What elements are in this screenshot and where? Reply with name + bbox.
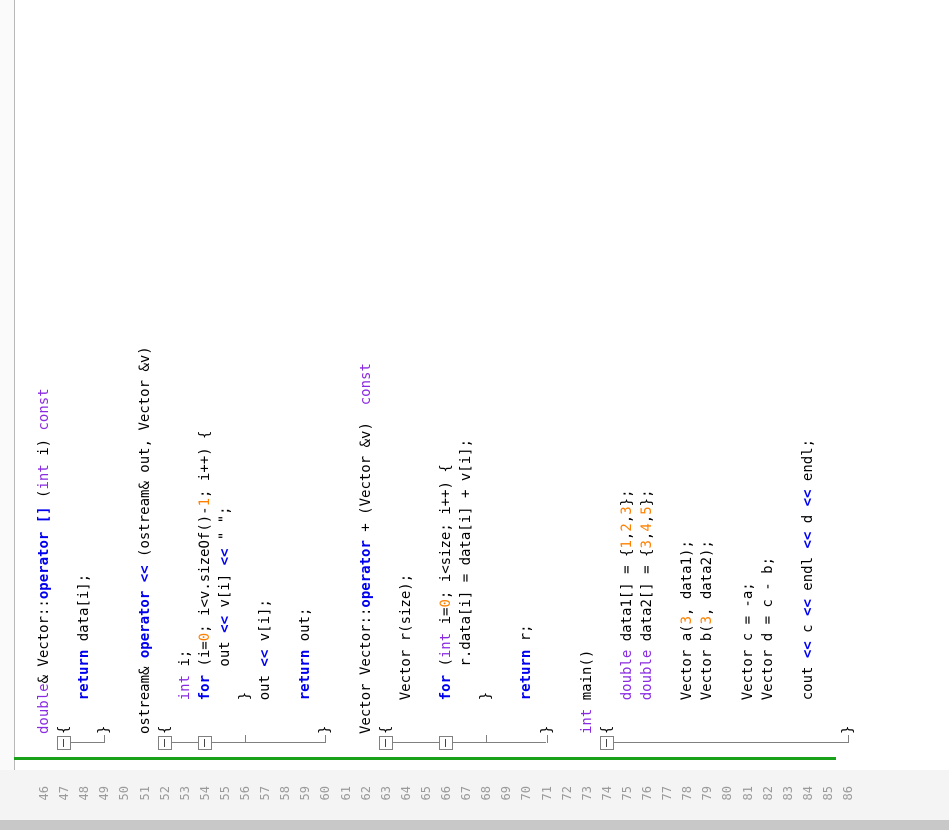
horizontal-scrollbar[interactable] <box>0 820 949 830</box>
code-line[interactable]: cout << c << endl << d << endl; <box>799 438 816 734</box>
code-line[interactable]: for (i=0; i<v.sizeOf()-1; i++) { <box>196 430 213 701</box>
code-line[interactable]: Vector Vector::operator + (Vector &v) co… <box>357 363 374 734</box>
code-line[interactable]: return r; <box>518 624 535 701</box>
code-line[interactable]: { <box>56 725 73 734</box>
code-line[interactable]: r.data[i] = data[i] + v[i]; <box>458 438 475 734</box>
fold-guide-line <box>211 742 245 743</box>
fold-toggle[interactable] <box>439 736 453 750</box>
code-line[interactable]: double& Vector::operator [] (int i) cons… <box>36 388 52 734</box>
code-line[interactable]: { <box>156 725 173 734</box>
code-line[interactable]: Vector b(3, data2); <box>699 540 716 734</box>
code-line[interactable]: return out; <box>297 607 314 701</box>
fold-end-marker <box>848 735 849 743</box>
fold-end-marker <box>325 735 327 743</box>
fold-toggle[interactable] <box>157 736 172 750</box>
code-line[interactable]: } <box>317 725 334 734</box>
code-line[interactable]: Vector c = -a; <box>739 582 756 734</box>
code-line[interactable]: ostream& operator << (ostream& out, Vect… <box>136 346 153 734</box>
fold-toggle[interactable] <box>197 736 212 750</box>
code-line[interactable]: return data[i]; <box>76 573 93 701</box>
fold-toggle[interactable] <box>57 736 72 750</box>
code-line[interactable]: { <box>377 725 394 734</box>
code-line[interactable]: out << v[i] << " "; <box>216 506 233 734</box>
code-line[interactable]: out << v[i]; <box>257 599 274 734</box>
fold-guide-line <box>71 742 105 743</box>
code-line[interactable]: Vector r(size); <box>397 573 414 734</box>
fold-toggle[interactable] <box>599 736 614 750</box>
code-line[interactable]: { <box>598 725 615 734</box>
fold-guide-line <box>171 742 326 743</box>
code-line[interactable]: for (int i=0; i<size; i++) { <box>438 464 454 701</box>
fold-toggle[interactable] <box>378 736 393 750</box>
code-line[interactable]: } <box>478 691 495 734</box>
fold-end-marker <box>104 735 106 743</box>
code-line[interactable]: } <box>237 691 253 734</box>
code-line[interactable]: double data2[] = {3,4,5}; <box>639 489 655 701</box>
code-line[interactable]: } <box>96 725 113 734</box>
code-line[interactable]: int main() <box>578 649 595 734</box>
fold-guide-line <box>453 742 487 743</box>
code-line[interactable]: } <box>538 725 555 734</box>
fold-guide-line <box>613 742 848 743</box>
code-line[interactable]: Vector a(3, data1); <box>679 540 696 734</box>
code-line[interactable]: int i; <box>176 649 193 701</box>
change-marker-bar <box>14 757 836 760</box>
code-line[interactable]: } <box>840 725 856 734</box>
fold-end-marker <box>546 735 548 743</box>
fold-end-marker <box>245 735 246 743</box>
fold-end-marker <box>486 735 488 743</box>
left-edge-panel <box>0 0 15 830</box>
code-line[interactable]: double data1[] = {1,2,3}; <box>618 489 635 701</box>
code-line[interactable]: Vector d = c - b; <box>759 556 776 734</box>
